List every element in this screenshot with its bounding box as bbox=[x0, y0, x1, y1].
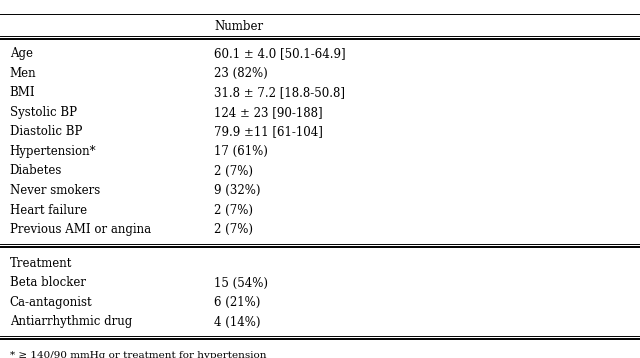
Text: Men: Men bbox=[10, 67, 36, 80]
Text: 60.1 ± 4.0 [50.1-64.9]: 60.1 ± 4.0 [50.1-64.9] bbox=[214, 48, 346, 61]
Text: Ca-antagonist: Ca-antagonist bbox=[10, 296, 92, 309]
Text: Systolic BP: Systolic BP bbox=[10, 106, 77, 119]
Text: Beta blocker: Beta blocker bbox=[10, 276, 86, 290]
Text: Hypertension*: Hypertension* bbox=[10, 145, 96, 158]
Text: * ≥ 140/90 mmHg or treatment for hypertension: * ≥ 140/90 mmHg or treatment for hyperte… bbox=[10, 352, 266, 358]
Text: Heart failure: Heart failure bbox=[10, 203, 87, 217]
Text: Diastolic BP: Diastolic BP bbox=[10, 126, 82, 139]
Text: Diabetes: Diabetes bbox=[10, 164, 62, 178]
Text: Age: Age bbox=[10, 48, 33, 61]
Text: 9 (32%): 9 (32%) bbox=[214, 184, 261, 197]
Text: 31.8 ± 7.2 [18.8-50.8]: 31.8 ± 7.2 [18.8-50.8] bbox=[214, 87, 346, 100]
Text: Never smokers: Never smokers bbox=[10, 184, 100, 197]
Text: 79.9 ±11 [61-104]: 79.9 ±11 [61-104] bbox=[214, 126, 323, 139]
Text: Treatment: Treatment bbox=[10, 257, 72, 270]
Text: 6 (21%): 6 (21%) bbox=[214, 296, 260, 309]
Text: Previous AMI or angina: Previous AMI or angina bbox=[10, 223, 151, 236]
Text: 2 (7%): 2 (7%) bbox=[214, 164, 253, 178]
Text: Number: Number bbox=[214, 19, 264, 33]
Text: 2 (7%): 2 (7%) bbox=[214, 223, 253, 236]
Text: 2 (7%): 2 (7%) bbox=[214, 203, 253, 217]
Text: 15 (54%): 15 (54%) bbox=[214, 276, 268, 290]
Text: Antiarrhythmic drug: Antiarrhythmic drug bbox=[10, 315, 132, 329]
Text: 23 (82%): 23 (82%) bbox=[214, 67, 268, 80]
Text: 124 ± 23 [90-188]: 124 ± 23 [90-188] bbox=[214, 106, 323, 119]
Text: 4 (14%): 4 (14%) bbox=[214, 315, 261, 329]
Text: BMI: BMI bbox=[10, 87, 35, 100]
Text: 17 (61%): 17 (61%) bbox=[214, 145, 268, 158]
